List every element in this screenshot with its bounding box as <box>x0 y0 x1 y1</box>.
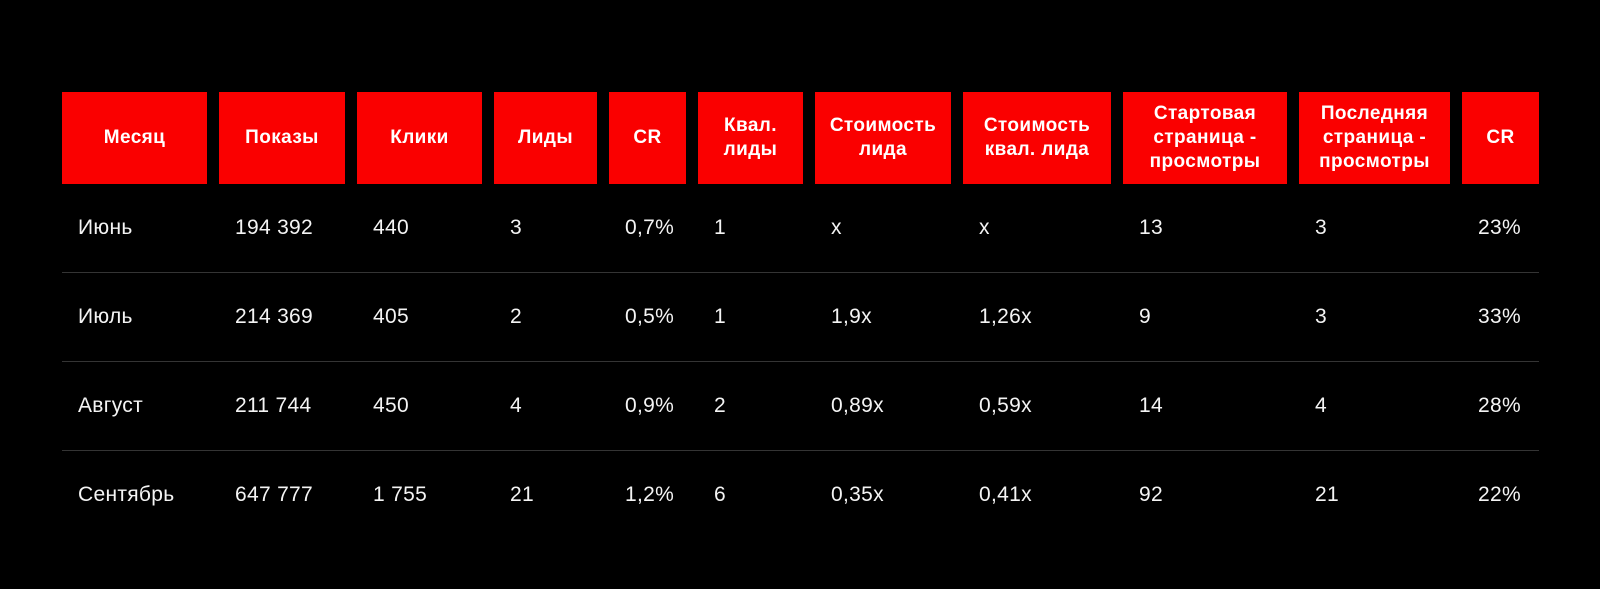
table-cell: 0,7% <box>625 216 675 239</box>
table-header-row: Месяц Показы Клики Лиды CR Квал. лиды Стоимост… <box>62 92 1539 184</box>
table-cell: 194 392 <box>235 216 314 239</box>
table-cell: 1 755 <box>373 483 428 506</box>
table-cell: 0,89x <box>831 394 884 417</box>
table-cell: Сентябрь <box>78 483 175 506</box>
table-cell: 14 <box>1139 394 1163 417</box>
table-cell: 1,9x <box>831 305 872 328</box>
table-cell: 23% <box>1478 216 1521 239</box>
table-cell: 1 <box>714 216 726 239</box>
table-body: Июнь 194 392 440 3 0,7% 1 x x 13 3 23% Июль 214 369 4… <box>62 184 1539 539</box>
table-cell: 0,9% <box>625 394 675 417</box>
table-cell: Июль <box>78 305 133 328</box>
table-cell: Август <box>78 394 144 417</box>
table-cell: 9 <box>1139 305 1151 328</box>
column-header: Лиды <box>494 92 597 184</box>
table-cell: 1 <box>714 305 726 328</box>
table-cell: 3 <box>1315 216 1327 239</box>
table-cell: x <box>979 216 990 239</box>
column-header: Клики <box>357 92 482 184</box>
table-row: Август 211 744 450 4 0,9% 2 0,89x 0,59x 14 4 28% <box>62 361 1539 450</box>
table-cell: 450 <box>373 394 409 417</box>
table-cell: 21 <box>510 483 534 506</box>
table-cell: 440 <box>373 216 409 239</box>
table-cell: 13 <box>1139 216 1163 239</box>
table-cell: 0,5% <box>625 305 675 328</box>
table-cell: 22% <box>1478 483 1521 506</box>
table-cell: 2 <box>714 394 726 417</box>
column-header: Стоимость квал. лида <box>963 92 1111 184</box>
table-cell: Июнь <box>78 216 133 239</box>
column-header: CR <box>609 92 686 184</box>
metrics-table: Месяц Показы Клики Лиды CR Квал. лиды Стоимост… <box>62 92 1539 539</box>
table-cell: 3 <box>1315 305 1327 328</box>
table-cell: 647 777 <box>235 483 314 506</box>
table-row: Июль 214 369 405 2 0,5% 1 1,9x 1,26x 9 3 33% <box>62 272 1539 361</box>
table-cell: 0,35x <box>831 483 884 506</box>
table-cell: x <box>831 216 842 239</box>
column-header: Квал. лиды <box>698 92 803 184</box>
column-header: CR <box>1462 92 1539 184</box>
column-header: Стартовая страница - просмотры <box>1123 92 1287 184</box>
table-cell: 1,2% <box>625 483 675 506</box>
table-cell: 3 <box>510 216 522 239</box>
table-cell: 4 <box>1315 394 1327 417</box>
table-row: Июнь 194 392 440 3 0,7% 1 x x 13 3 23% <box>62 184 1539 272</box>
table-cell: 214 369 <box>235 305 314 328</box>
column-header: Показы <box>219 92 345 184</box>
table-cell: 0,41x <box>979 483 1032 506</box>
column-header: Месяц <box>62 92 207 184</box>
column-header: Последняя страница - просмотры <box>1299 92 1450 184</box>
table-cell: 2 <box>510 305 522 328</box>
table-cell: 4 <box>510 394 522 417</box>
table-row: Сентябрь 647 777 1 755 21 1,2% 6 0,35x 0,41x 92 2… <box>62 450 1539 539</box>
table-cell: 21 <box>1315 483 1339 506</box>
table-cell: 6 <box>714 483 726 506</box>
table-cell: 92 <box>1139 483 1163 506</box>
column-header: Стоимость лида <box>815 92 951 184</box>
table-cell: 211 744 <box>235 394 312 417</box>
table-cell: 28% <box>1478 394 1521 417</box>
table-cell: 0,59x <box>979 394 1032 417</box>
table-cell: 405 <box>373 305 409 328</box>
table-cell: 1,26x <box>979 305 1032 328</box>
table-cell: 33% <box>1478 305 1521 328</box>
